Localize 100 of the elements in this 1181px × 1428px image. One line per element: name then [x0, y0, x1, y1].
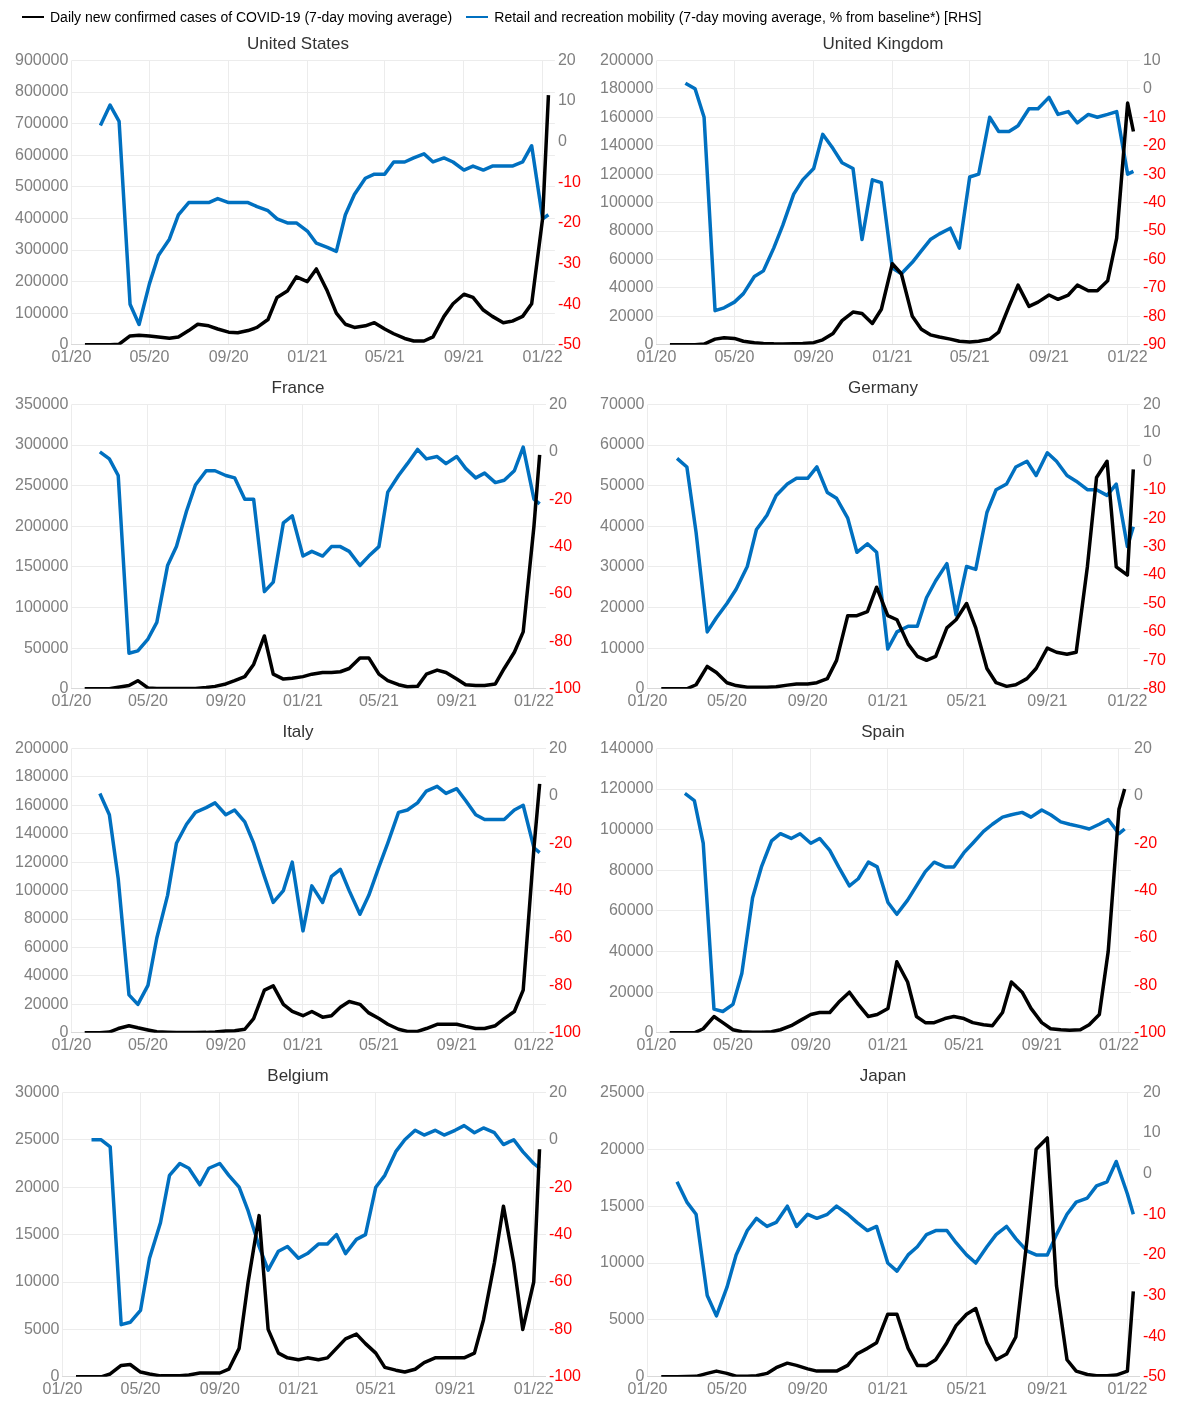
- y-tick-label: 40000: [599, 516, 645, 534]
- x-tick-label: 09/21: [1028, 347, 1070, 365]
- x-tick-label: 09/21: [443, 347, 485, 365]
- chart-title: France: [271, 377, 325, 397]
- y-tick-label: 40000: [608, 941, 654, 959]
- x-tick-label: 09/21: [1027, 1379, 1068, 1397]
- x-tick-label: 09/20: [199, 1379, 240, 1397]
- y2-tick-label: -50: [1142, 221, 1167, 239]
- y-tick-label: 80000: [608, 860, 654, 878]
- y-tick-label: 140000: [600, 136, 654, 154]
- y-tick-label: 120000: [15, 852, 69, 870]
- y2-tick-label: -80: [548, 631, 573, 649]
- y-tick-label: 400000: [15, 208, 69, 226]
- x-tick-label: 09/20: [205, 1035, 246, 1053]
- y2-tick-label: -30: [1142, 1285, 1167, 1303]
- x-tick-label: 09/21: [436, 1035, 477, 1053]
- y2-tick-label: -60: [548, 584, 573, 602]
- x-tick-label: 05/20: [706, 691, 748, 709]
- x-tick-label: 01/21: [287, 347, 328, 365]
- x-tick-label: 09/20: [793, 347, 834, 365]
- y-tick-label: 140000: [15, 824, 69, 842]
- y2-tick-label: 20: [1142, 1082, 1161, 1100]
- x-tick-label: 05/20: [129, 347, 170, 365]
- y-tick-label: 300000: [15, 240, 69, 258]
- y-tick-label: 150000: [15, 557, 69, 575]
- y-tick-label: 5000: [23, 1319, 60, 1337]
- y-tick-label: 50000: [23, 638, 69, 656]
- y-tick-label: 160000: [600, 107, 654, 125]
- y-tick-label: 40000: [23, 966, 69, 984]
- y-tick-label: 200000: [15, 516, 69, 534]
- x-tick-label: 01/22: [1107, 347, 1148, 365]
- x-tick-label: 09/20: [787, 1379, 828, 1397]
- x-tick-label: 09/21: [435, 1379, 476, 1397]
- x-tick-label: 01/22: [513, 1035, 555, 1053]
- y-tick-label: 200000: [15, 738, 69, 756]
- y2-tick-label: -80: [548, 1319, 573, 1337]
- y-tick-label: 50000: [599, 476, 645, 494]
- y-tick-label: 10000: [599, 638, 645, 656]
- x-tick-label: 01/21: [282, 1035, 324, 1053]
- y-tick-label: 15000: [599, 1196, 645, 1214]
- y2-tick-label: -20: [557, 213, 582, 231]
- x-tick-label: 05/20: [706, 1379, 748, 1397]
- y-tick-label: 25000: [14, 1130, 60, 1148]
- y2-tick-label: -10: [1142, 1204, 1167, 1222]
- y2-tick-label: -70: [1142, 650, 1167, 668]
- y2-tick-label: -80: [1142, 306, 1167, 324]
- y2-tick-label: -60: [1142, 622, 1167, 640]
- y-tick-label: 20000: [599, 597, 645, 615]
- y2-tick-label: 20: [1133, 738, 1152, 756]
- y-tick-label: 60000: [608, 249, 654, 267]
- x-tick-label: 05/21: [949, 347, 990, 365]
- y-tick-label: 60000: [23, 937, 69, 955]
- y2-tick-label: 0: [1142, 79, 1152, 97]
- y-tick-label: 250000: [15, 476, 69, 494]
- x-tick-label: 05/21: [355, 1379, 396, 1397]
- y-tick-label: 350000: [15, 394, 69, 412]
- x-tick-label: 05/21: [358, 1035, 400, 1053]
- y2-tick-label: -10: [1142, 107, 1167, 125]
- y2-tick-label: 20: [548, 1082, 567, 1100]
- y2-tick-label: -40: [557, 294, 582, 312]
- y-tick-label: 200000: [15, 272, 69, 290]
- y-tick-label: 180000: [600, 79, 654, 97]
- y2-tick-label: 20: [548, 394, 567, 412]
- x-tick-label: 09/21: [436, 691, 477, 709]
- y2-tick-label: -40: [1142, 193, 1167, 211]
- x-tick-label: 05/20: [714, 347, 755, 365]
- x-tick-label: 09/21: [1021, 1035, 1062, 1053]
- x-tick-label: 05/20: [712, 1035, 754, 1053]
- x-tick-label: 05/20: [127, 1035, 169, 1053]
- y-tick-label: 900000: [15, 50, 69, 68]
- y2-tick-label: -20: [548, 1177, 573, 1195]
- y-tick-label: 25000: [599, 1082, 645, 1100]
- y-tick-label: 20000: [599, 1139, 645, 1157]
- x-tick-label: 01/22: [522, 347, 563, 365]
- y2-tick-label: 10: [557, 91, 576, 109]
- y-tick-label: 60000: [599, 435, 645, 453]
- y-tick-label: 500000: [15, 177, 69, 195]
- y2-tick-label: 0: [1142, 1164, 1152, 1182]
- chart-title: Germany: [848, 377, 919, 397]
- y2-tick-label: -60: [1142, 249, 1167, 267]
- y-tick-label: 15000: [14, 1225, 60, 1243]
- y2-tick-label: 0: [548, 1130, 558, 1148]
- y2-tick-label: -60: [1133, 928, 1158, 946]
- y-tick-label: 100000: [600, 193, 654, 211]
- y-tick-label: 100000: [15, 597, 69, 615]
- y2-tick-label: 10: [1142, 1123, 1161, 1141]
- y-tick-label: 140000: [600, 738, 654, 756]
- y-tick-label: 80000: [608, 221, 654, 239]
- y2-tick-label: 20: [548, 738, 567, 756]
- x-tick-label: 01/22: [513, 691, 555, 709]
- y-tick-label: 800000: [15, 82, 69, 100]
- y2-tick-label: -50: [1142, 593, 1167, 611]
- y2-tick-label: -40: [1133, 881, 1158, 899]
- x-tick-label: 01/22: [513, 1379, 554, 1397]
- legend-label: Daily new confirmed cases of COVID-19 (7-day moving average): [50, 8, 453, 26]
- y-tick-label: 120000: [600, 164, 654, 182]
- y2-tick-label: 0: [557, 132, 567, 150]
- y2-tick-label: -10: [557, 172, 582, 190]
- y2-tick-label: -70: [1142, 278, 1167, 296]
- x-tick-label: 05/21: [946, 1379, 987, 1397]
